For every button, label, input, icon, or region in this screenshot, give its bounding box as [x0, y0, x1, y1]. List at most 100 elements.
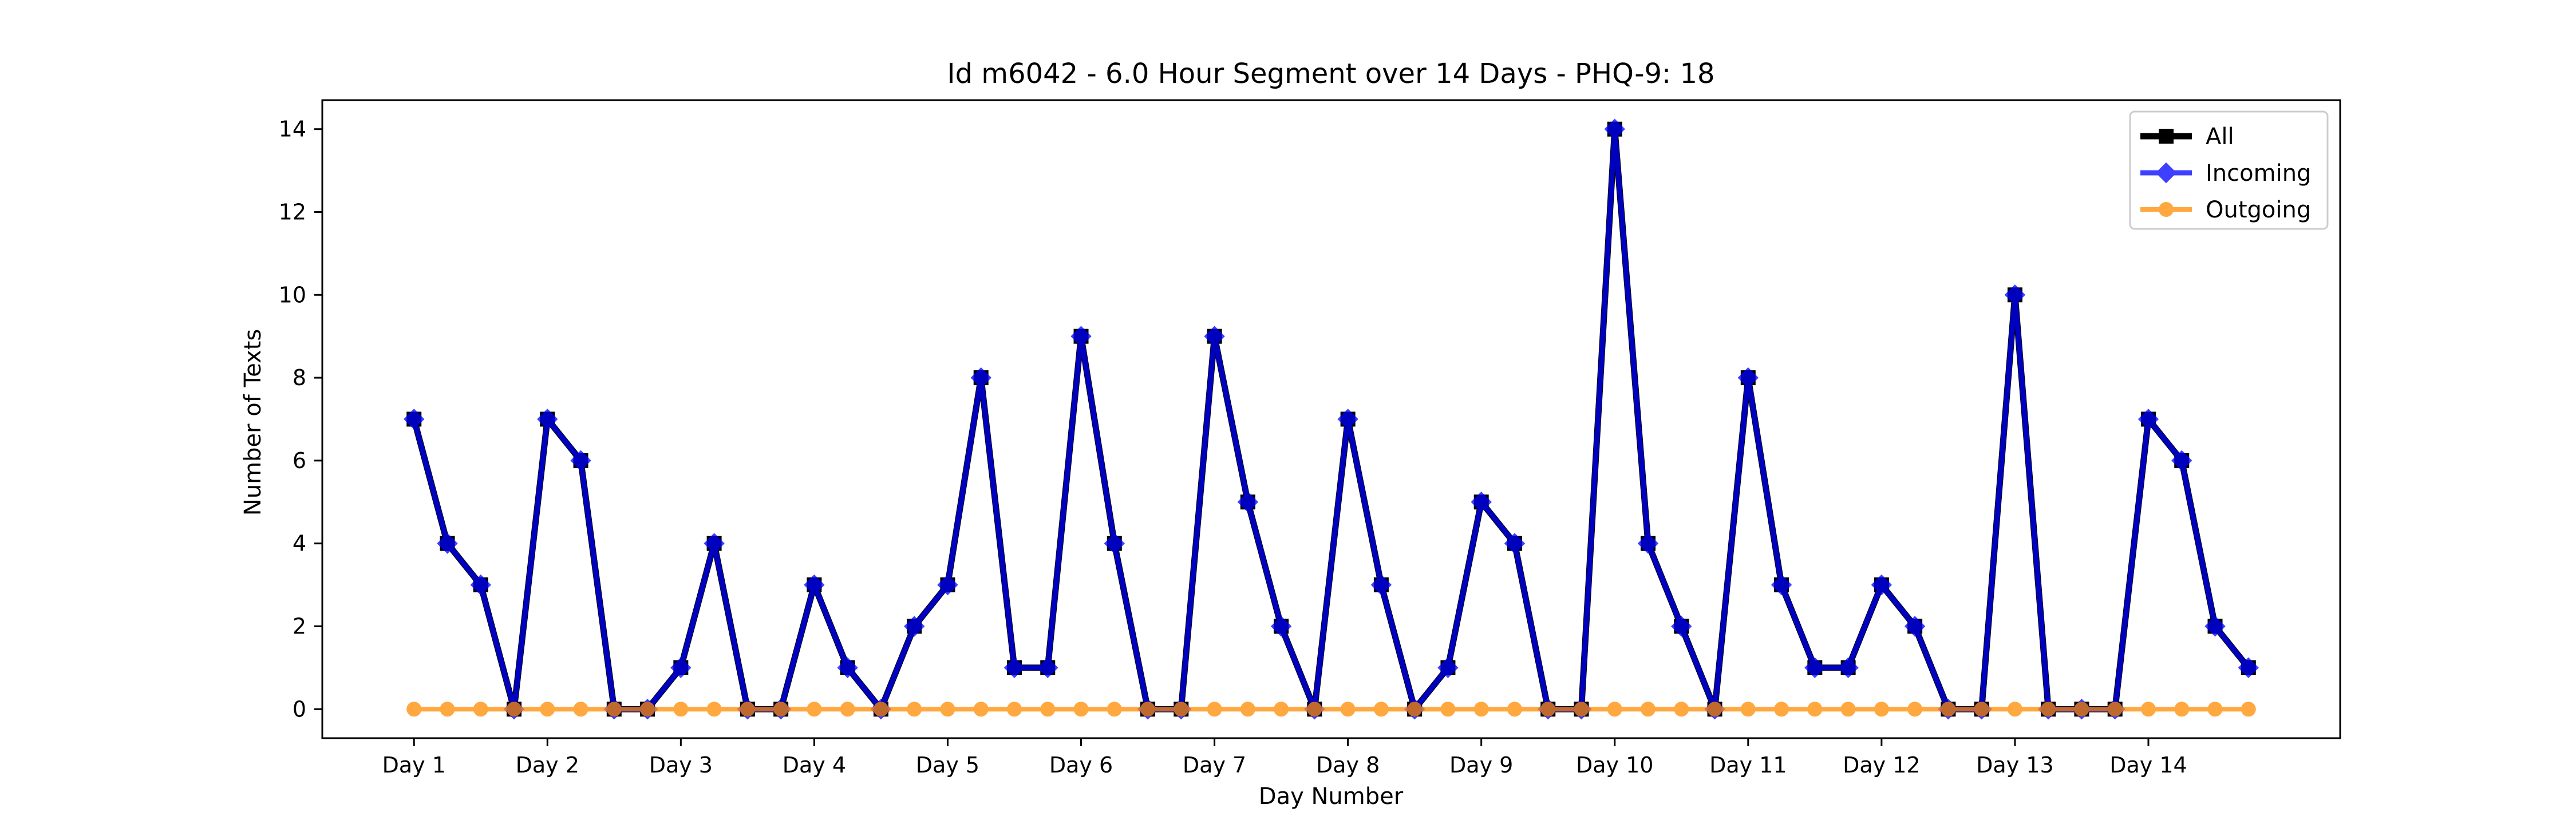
data-point-incoming	[837, 657, 858, 679]
data-point-outgoing	[1574, 702, 1589, 717]
data-point-incoming	[937, 574, 958, 596]
data-point-incoming	[1370, 574, 1392, 596]
chart-title: Id m6042 - 6.0 Hour Segment over 14 Days…	[947, 58, 1714, 90]
data-point-outgoing	[907, 702, 922, 717]
data-point-incoming	[1471, 492, 1492, 513]
data-point-outgoing	[973, 702, 989, 717]
data-point-outgoing	[1641, 702, 1656, 717]
data-point-incoming	[1437, 657, 1459, 679]
data-point-incoming	[804, 574, 825, 596]
y-tick-label: 14	[279, 117, 306, 142]
data-point-incoming	[1204, 326, 1225, 347]
x-tick-label: Day 6	[1049, 752, 1113, 778]
y-axis-title: Number of Texts	[240, 329, 266, 516]
data-point-outgoing	[1107, 702, 1122, 717]
data-point-outgoing	[2174, 702, 2190, 717]
data-point-incoming	[1604, 118, 1625, 140]
data-point-outgoing	[1473, 702, 1489, 717]
x-tick-label: Day 7	[1183, 752, 1246, 778]
data-point-outgoing	[1807, 702, 1823, 717]
data-point-incoming	[1504, 533, 1526, 554]
data-point-incoming	[1104, 533, 1125, 554]
x-tick-label: Day 14	[2109, 752, 2187, 778]
data-point-outgoing	[740, 702, 755, 717]
y-tick-label: 12	[279, 199, 306, 224]
data-point-outgoing	[1274, 702, 1289, 717]
data-point-outgoing	[1373, 702, 1389, 717]
x-tick-label: Day 13	[1976, 752, 2053, 778]
data-point-outgoing	[573, 702, 588, 717]
data-point-incoming	[1270, 616, 1292, 637]
data-point-outgoing	[2007, 702, 2022, 717]
data-point-outgoing	[1174, 702, 1189, 717]
legend-label-incoming: Incoming	[2206, 160, 2311, 187]
data-point-incoming	[1637, 533, 1659, 554]
legend-marker-outgoing	[2159, 202, 2174, 217]
data-point-outgoing	[1707, 702, 1722, 717]
axes: Day 1 Day 2 Day 3 Day 4 Day 5 Day 6 Day 7 Day 8…	[279, 99, 2341, 778]
x-tick-label: Day 1	[382, 752, 446, 778]
data-point-outgoing	[873, 702, 888, 717]
data-point-outgoing	[706, 702, 722, 717]
data-point-outgoing	[1073, 702, 1089, 717]
data-point-incoming	[537, 409, 558, 430]
data-point-outgoing	[2207, 702, 2223, 717]
data-point-outgoing	[1240, 702, 1255, 717]
data-point-outgoing	[2041, 702, 2056, 717]
data-point-outgoing	[640, 702, 655, 717]
data-point-outgoing	[1774, 702, 1789, 717]
data-point-outgoing	[406, 702, 422, 717]
data-point-incoming	[1771, 574, 1792, 596]
plot-area	[404, 118, 2259, 720]
data-point-outgoing	[1140, 702, 1156, 717]
data-point-incoming	[1804, 657, 1826, 679]
y-tick-label: 0	[293, 696, 306, 722]
data-point-incoming	[670, 657, 692, 679]
legend: All Incoming Outgoing	[2129, 110, 2329, 230]
data-point-outgoing	[1507, 702, 1522, 717]
data-point-incoming	[1337, 409, 1358, 430]
x-axis-title: Day Number	[1259, 783, 1404, 810]
legend-box	[2129, 110, 2329, 230]
data-point-outgoing	[1974, 702, 1989, 717]
data-point-outgoing	[540, 702, 555, 717]
y-tick-label: 10	[279, 282, 306, 307]
data-point-outgoing	[1607, 702, 1622, 717]
x-tick-label: Day 8	[1316, 752, 1380, 778]
data-point-outgoing	[507, 702, 522, 717]
data-point-outgoing	[1340, 702, 1356, 717]
data-point-outgoing	[2074, 702, 2089, 717]
data-point-incoming	[903, 616, 925, 637]
data-point-outgoing	[1006, 702, 1022, 717]
x-tick-label: Day 5	[916, 752, 979, 778]
x-tick-label: Day 12	[1843, 752, 1920, 778]
y-tick-label: 4	[293, 531, 306, 556]
data-point-incoming	[1003, 657, 1025, 679]
data-point-incoming	[1737, 367, 1759, 389]
data-point-outgoing	[1874, 702, 1889, 717]
data-point-incoming	[1871, 574, 1893, 596]
data-point-outgoing	[1540, 702, 1556, 717]
data-point-incoming	[404, 409, 425, 430]
data-point-incoming	[437, 533, 458, 554]
x-tick-label: Day 3	[649, 752, 713, 778]
legend-entry-outgoing	[2140, 202, 2192, 217]
legend-entry-incoming	[2140, 162, 2192, 184]
data-point-outgoing	[807, 702, 822, 717]
data-point-incoming	[1671, 616, 1692, 637]
legend-label-outgoing: Outgoing	[2206, 197, 2311, 223]
legend-marker-incoming	[2155, 162, 2177, 184]
data-point-incoming	[970, 367, 991, 389]
y-tick-label: 2	[293, 614, 306, 639]
x-tick-label: Day 2	[516, 752, 579, 778]
data-point-outgoing	[1840, 702, 1856, 717]
data-point-incoming	[570, 450, 591, 472]
data-point-outgoing	[1407, 702, 1423, 717]
data-point-incoming	[1904, 616, 1926, 637]
data-point-incoming	[704, 533, 725, 554]
data-point-outgoing	[1674, 702, 1689, 717]
data-point-outgoing	[606, 702, 622, 717]
series-outgoing	[406, 702, 2256, 717]
data-point-outgoing	[1941, 702, 1956, 717]
